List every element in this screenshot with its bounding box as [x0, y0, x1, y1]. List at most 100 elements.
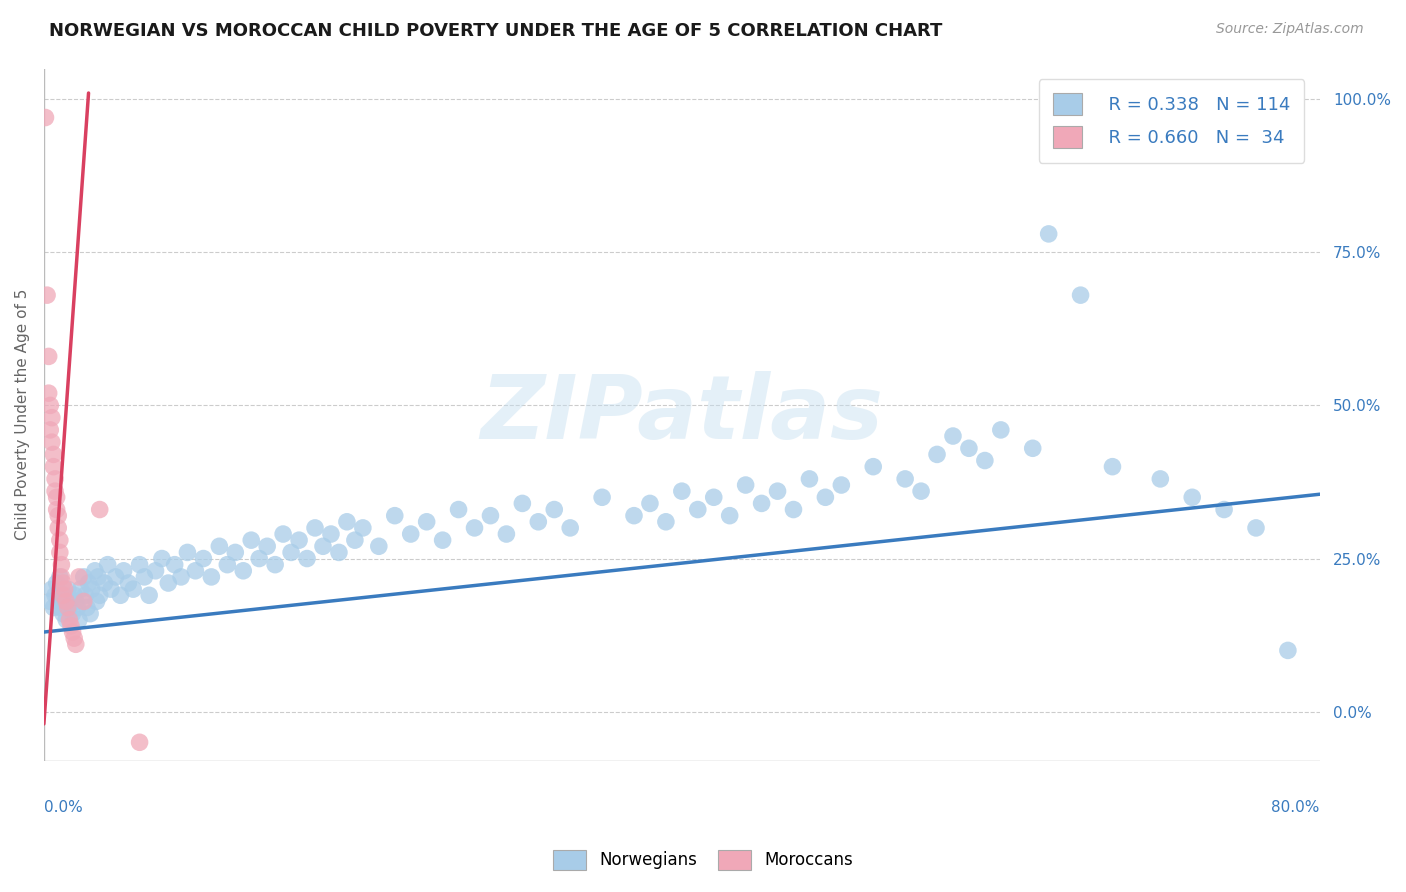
Point [1149, 472, 1171, 486]
Point [319, 527, 342, 541]
Point [76, 600, 98, 615]
Point [34, 111, 56, 125]
Point [35, 288, 58, 302]
Point [63, 588, 86, 602]
Point [67, 613, 90, 627]
Point [170, 570, 193, 584]
Point [89, 588, 111, 602]
Point [112, 564, 135, 578]
Point [38, 386, 60, 401]
Point [910, 484, 932, 499]
Point [942, 429, 965, 443]
Point [1244, 521, 1267, 535]
Point [328, 545, 350, 559]
Point [990, 423, 1012, 437]
Point [150, 551, 173, 566]
Point [686, 502, 709, 516]
Legend:   R = 0.338   N = 114,   R = 0.660   N =  34: R = 0.338 N = 114, R = 0.660 N = 34 [1039, 78, 1305, 162]
Point [176, 545, 198, 559]
Point [104, 570, 127, 584]
Point [89, 502, 111, 516]
Point [312, 539, 335, 553]
Point [84, 564, 107, 578]
Point [495, 527, 517, 541]
Point [415, 515, 437, 529]
Legend: Norwegians, Moroccans: Norwegians, Moroccans [547, 843, 859, 877]
Point [240, 533, 263, 548]
Point [157, 576, 180, 591]
Point [280, 545, 302, 559]
Point [128, 558, 150, 572]
Point [42, 447, 65, 461]
Point [295, 551, 318, 566]
Point [399, 527, 422, 541]
Point [49, 545, 72, 559]
Point [862, 459, 884, 474]
Point [39, 398, 62, 412]
Point [100, 582, 122, 596]
Text: NORWEGIAN VS MOROCCAN CHILD POVERTY UNDER THE AGE OF 5 CORRELATION CHART: NORWEGIAN VS MOROCCAN CHILD POVERTY UNDE… [49, 22, 942, 40]
Point [67, 570, 90, 584]
Point [193, 551, 215, 566]
Point [527, 515, 550, 529]
Point [447, 502, 470, 516]
Point [957, 442, 980, 456]
Point [41, 582, 63, 596]
Point [343, 533, 366, 548]
Point [1277, 643, 1299, 657]
Point [264, 558, 287, 572]
Point [97, 558, 120, 572]
Point [655, 515, 678, 529]
Point [751, 496, 773, 510]
Point [63, 631, 86, 645]
Point [304, 521, 326, 535]
Point [45, 576, 67, 591]
Point [77, 576, 100, 591]
Point [62, 625, 84, 640]
Point [45, 490, 67, 504]
Point [122, 582, 145, 596]
Point [367, 539, 389, 553]
Point [1070, 288, 1092, 302]
Point [53, 588, 76, 602]
Point [543, 502, 565, 516]
Point [1101, 459, 1123, 474]
Point [65, 594, 87, 608]
Point [46, 508, 69, 523]
Point [39, 423, 62, 437]
Point [75, 588, 97, 602]
Point [117, 576, 139, 591]
Text: 0.0%: 0.0% [44, 799, 83, 814]
Point [894, 472, 917, 486]
Point [44, 484, 66, 499]
Point [463, 521, 485, 535]
Point [44, 472, 66, 486]
Point [638, 496, 661, 510]
Point [352, 521, 374, 535]
Point [41, 410, 63, 425]
Point [925, 447, 948, 461]
Point [110, 588, 132, 602]
Point [814, 490, 837, 504]
Point [65, 637, 87, 651]
Point [38, 350, 60, 364]
Point [39, 594, 62, 608]
Point [200, 570, 222, 584]
Point [52, 588, 75, 602]
Point [271, 527, 294, 541]
Point [53, 582, 76, 596]
Point [288, 533, 311, 548]
Point [134, 570, 156, 584]
Point [52, 607, 75, 621]
Point [44, 588, 66, 602]
Point [1022, 442, 1045, 456]
Point [59, 594, 82, 608]
Point [766, 484, 789, 499]
Point [145, 564, 167, 578]
Point [55, 613, 77, 627]
Point [163, 558, 186, 572]
Point [87, 570, 110, 584]
Point [973, 453, 995, 467]
Point [128, 735, 150, 749]
Point [62, 607, 84, 621]
